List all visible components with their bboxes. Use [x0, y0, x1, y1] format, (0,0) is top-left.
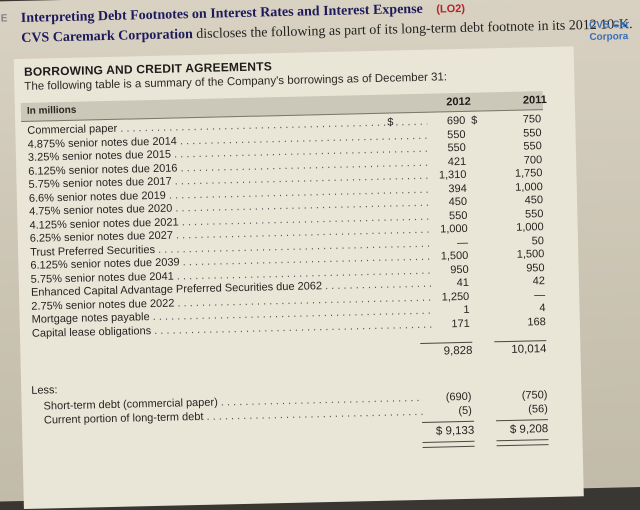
value-2011: 550 — [523, 140, 542, 153]
value-2011: 1,500 — [516, 248, 545, 261]
total-double-rule-2012 — [422, 440, 475, 448]
total-double-rule-2011 — [496, 439, 549, 447]
value-2011: 700 — [523, 153, 543, 167]
subtotal-2011: 10,014 — [511, 343, 547, 356]
value-2012: 950 — [450, 263, 469, 276]
value-2011: 50 — [531, 234, 545, 247]
value-2011: 1,750 — [514, 167, 543, 180]
value-2012: 550 — [447, 128, 466, 141]
value-2012: 1,310 — [438, 168, 467, 182]
value-2011: 550 — [523, 126, 542, 140]
less-item-current-portion-2011: (56) — [528, 403, 548, 416]
value-2011: 4 — [539, 302, 546, 315]
column-2012: 2012 — [446, 95, 471, 109]
value-2011: 550 — [524, 207, 544, 221]
currency-symbol-2011: $ — [471, 114, 478, 127]
exercise-number: E — [0, 13, 8, 25]
total-2012: $ 9,133 — [435, 424, 475, 438]
total-2011: $ 9,208 — [509, 423, 549, 436]
value-2012: — — [456, 236, 469, 249]
value-2012: 41 — [456, 276, 470, 290]
subtotal-rule-2011 — [494, 340, 547, 343]
less-label: Less: — [31, 384, 58, 397]
subtotal-rule-2012 — [420, 341, 473, 344]
total-rule-2011 — [496, 419, 549, 422]
subtotal-2012: 9,828 — [443, 344, 473, 358]
value-2011: 950 — [526, 261, 545, 275]
value-2011: 750 — [522, 113, 542, 126]
value-2011: 450 — [524, 194, 544, 207]
less-item-short-term-debt-2011: (750) — [521, 389, 548, 402]
value-2012: 394 — [448, 182, 467, 195]
learning-objective: (LO2) — [436, 2, 466, 16]
value-2011: 1,000 — [515, 180, 543, 194]
value-2011: 168 — [527, 315, 546, 329]
units-label: In millions — [26, 104, 77, 117]
value-2012: 1,250 — [441, 290, 470, 303]
value-2011: 1,000 — [516, 221, 544, 234]
column-2011: 2011 — [522, 94, 547, 107]
currency-symbol-2012: $ — [387, 116, 394, 129]
value-2011: 42 — [532, 275, 546, 288]
value-2012: 171 — [451, 317, 470, 330]
less-item-short-term-debt-2012: (690) — [445, 390, 472, 404]
company-name: CVS Caremark Corporation — [21, 27, 194, 46]
value-2012: 550 — [448, 209, 468, 222]
value-2012: 1,500 — [440, 249, 469, 263]
value-2012: 550 — [447, 141, 466, 155]
value-2012: 1 — [463, 303, 470, 316]
value-2011: — — [534, 288, 546, 301]
less-item-current-portion-2012: (5) — [458, 404, 472, 418]
margin-note: CVS Car Corpora — [588, 19, 630, 44]
value-2012: 1,000 — [440, 222, 468, 236]
footnote-excerpt: BORROWING AND CREDIT AGREEMENTS The foll… — [13, 46, 584, 510]
total-rule-2012 — [422, 420, 475, 423]
value-2012: 450 — [448, 195, 468, 209]
value-2012: 421 — [447, 155, 467, 168]
value-2012: 690 — [446, 114, 466, 128]
